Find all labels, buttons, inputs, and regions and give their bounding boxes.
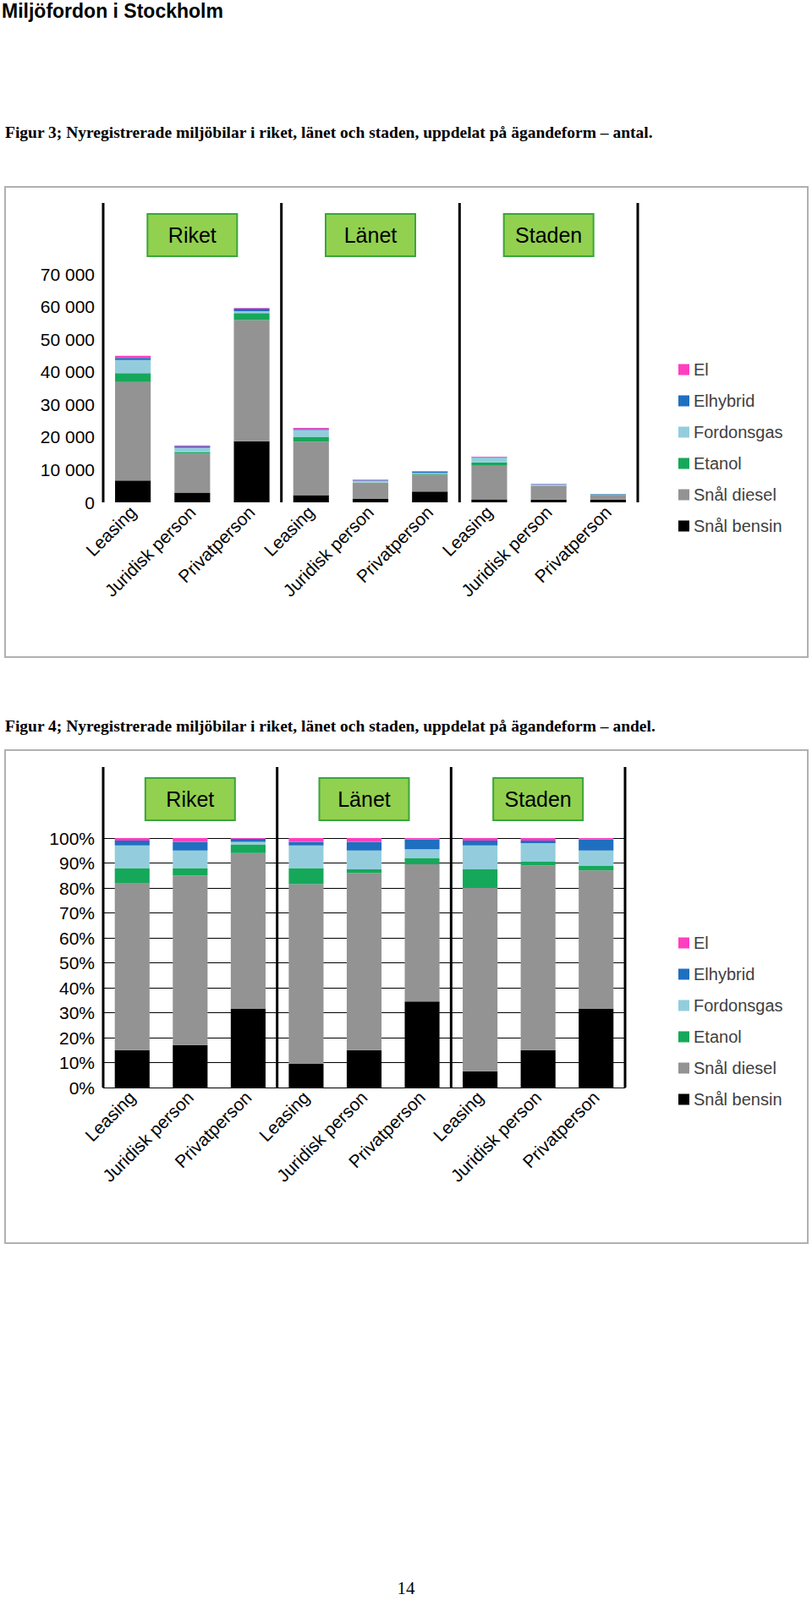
- svg-text:Leasing: Leasing: [428, 1087, 487, 1146]
- svg-text:20%: 20%: [59, 1028, 95, 1048]
- svg-text:Riket: Riket: [168, 223, 217, 247]
- svg-text:Leasing: Leasing: [82, 502, 140, 560]
- svg-text:Staden: Staden: [504, 787, 572, 812]
- svg-text:Länet: Länet: [344, 223, 398, 247]
- svg-text:40%: 40%: [59, 978, 95, 999]
- svg-text:Privatperson: Privatperson: [345, 1087, 430, 1173]
- svg-text:Snål diesel: Snål diesel: [693, 485, 777, 505]
- svg-text:Riket: Riket: [165, 787, 214, 812]
- svg-text:El: El: [693, 360, 709, 379]
- svg-text:Leasing: Leasing: [438, 502, 496, 560]
- svg-text:Staden: Staden: [515, 223, 582, 247]
- svg-text:0%: 0%: [69, 1078, 95, 1098]
- html-text:14: 14: [397, 1578, 415, 1599]
- svg-text:Etanol: Etanol: [693, 454, 742, 473]
- svg-text:Leasing: Leasing: [81, 1087, 139, 1146]
- svg-text:40 000: 40 000: [40, 362, 95, 382]
- svg-text:60%: 60%: [59, 928, 95, 949]
- svg-text:Länet: Länet: [337, 787, 391, 812]
- svg-text:Leasing: Leasing: [255, 1087, 313, 1146]
- svg-text:70%: 70%: [59, 903, 95, 923]
- svg-text:El: El: [693, 933, 709, 953]
- svg-text:Snål diesel: Snål diesel: [693, 1058, 777, 1078]
- svg-text:0: 0: [84, 493, 95, 513]
- svg-text:90%: 90%: [59, 853, 95, 873]
- svg-text:Privatperson: Privatperson: [170, 1087, 256, 1173]
- svg-text:Juridisk person: Juridisk person: [457, 502, 556, 601]
- svg-text:Etanol: Etanol: [693, 1027, 742, 1047]
- svg-text:Juridisk person: Juridisk person: [273, 1087, 372, 1186]
- svg-text:Privatperson: Privatperson: [174, 502, 259, 588]
- svg-text:30%: 30%: [59, 1003, 95, 1023]
- svg-text:50%: 50%: [59, 953, 95, 973]
- svg-text:80%: 80%: [59, 878, 95, 899]
- svg-text:Juridisk person: Juridisk person: [100, 502, 199, 601]
- svg-text:Snål bensin: Snål bensin: [693, 1090, 783, 1109]
- html-text:Figur 4; Nyregistrerade miljöb: Figur 4; Nyregistrerade miljöbilar i rik…: [5, 717, 656, 736]
- svg-text:Privatperson: Privatperson: [530, 502, 615, 588]
- svg-text:Privatperson: Privatperson: [352, 502, 438, 588]
- svg-text:Privatperson: Privatperson: [518, 1087, 604, 1173]
- html-text:Miljöfordon i Stockholm: Miljöfordon i Stockholm: [1, 0, 224, 22]
- svg-text:10 000: 10 000: [40, 460, 95, 480]
- svg-text:60 000: 60 000: [40, 296, 95, 317]
- svg-text:Elhybrid: Elhybrid: [693, 391, 755, 411]
- svg-text:Snål bensin: Snål bensin: [693, 516, 783, 536]
- svg-text:Leasing: Leasing: [260, 502, 319, 560]
- html-text:Figur 3; Nyregistrerade miljöb: Figur 3; Nyregistrerade miljöbilar i rik…: [5, 123, 653, 142]
- svg-text:50 000: 50 000: [40, 329, 95, 350]
- svg-text:10%: 10%: [59, 1053, 95, 1073]
- svg-text:Juridisk person: Juridisk person: [98, 1087, 198, 1186]
- svg-text:Juridisk person: Juridisk person: [446, 1087, 545, 1186]
- svg-text:Elhybrid: Elhybrid: [693, 965, 755, 984]
- svg-text:30 000: 30 000: [40, 395, 95, 415]
- svg-text:Juridisk person: Juridisk person: [279, 502, 378, 601]
- svg-text:20 000: 20 000: [40, 427, 95, 447]
- svg-text:Fordonsgas: Fordonsgas: [693, 996, 784, 1015]
- svg-text:100%: 100%: [49, 828, 95, 849]
- svg-text:70 000: 70 000: [40, 264, 95, 285]
- svg-text:Fordonsgas: Fordonsgas: [693, 422, 784, 442]
